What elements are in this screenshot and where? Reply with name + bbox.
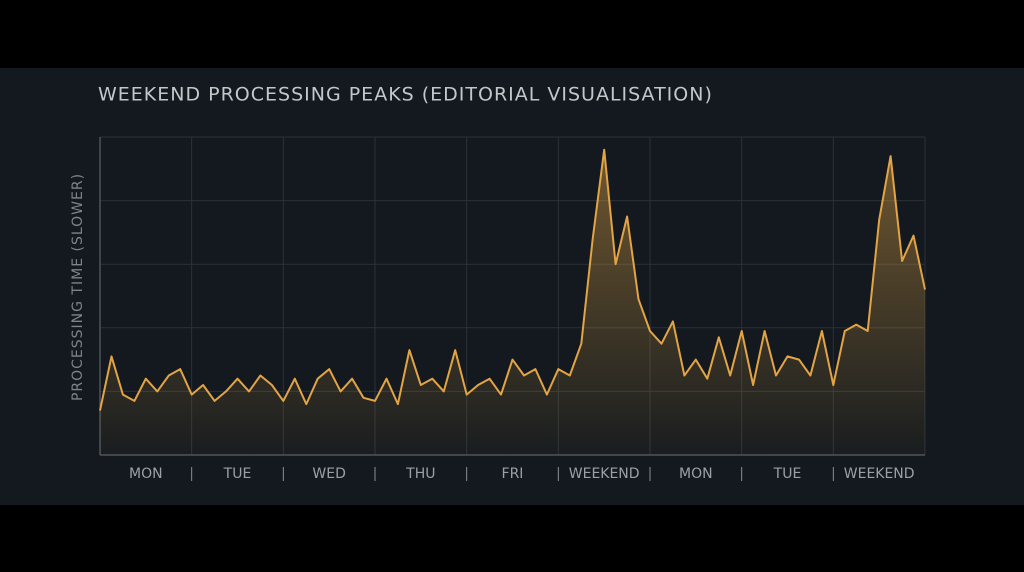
area (100, 149, 925, 455)
x-tick-label: WED (312, 466, 345, 482)
line (99, 148, 926, 411)
x-tick-label: WEEKEND (844, 466, 915, 482)
x-tick-label: FRI (502, 466, 524, 482)
x-tick-label: WEEKEND (569, 466, 640, 482)
x-tick-label: TUE (223, 466, 252, 482)
x-tick-label: TUE (773, 466, 802, 482)
x-tick-label: MON (129, 466, 163, 482)
x-tick-label: THU (405, 466, 435, 482)
y-axis-label: PROCESSING TIME (SLOWER) (70, 173, 86, 401)
chart-title: WEEKEND PROCESSING PEAKS (EDITORIAL VISU… (98, 84, 713, 106)
x-tick-label: MON (679, 466, 713, 482)
